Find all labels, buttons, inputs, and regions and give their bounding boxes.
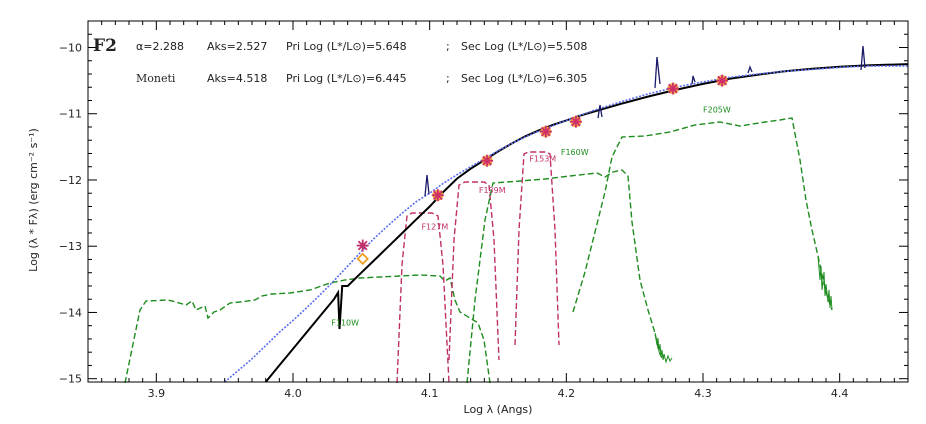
x-tick-label: 4.0 xyxy=(284,387,302,400)
y-tick-label: −10 xyxy=(59,41,82,54)
annotation-sep-1: ; xyxy=(446,40,450,53)
annotation-aks-1: Aks=2.527 xyxy=(207,40,267,53)
y-tick-label: −14 xyxy=(59,306,82,319)
annotation-pri-1: Pri Log (L*/L⊙)=5.648 xyxy=(286,40,407,53)
filter-curve-f160w xyxy=(466,169,664,384)
photometry-star xyxy=(569,115,582,128)
emission-spike-6 xyxy=(597,104,603,119)
annotation-aks-2: Aks=4.518 xyxy=(207,72,267,85)
annotation-sec-2: Sec Log (L*/L⊙)=6.305 xyxy=(461,72,587,85)
y-tick-label: −11 xyxy=(59,108,82,121)
annotation-moneti: Moneti xyxy=(136,72,176,85)
filter-label: F139M xyxy=(479,186,506,195)
photometry-star xyxy=(356,239,369,252)
model-spectrum-blue xyxy=(224,65,908,383)
photometry-star xyxy=(716,74,729,87)
filter-label: F153M xyxy=(529,154,556,163)
y-axis-label: Log (λ * Fλ) (erg cm⁻² s⁻¹) xyxy=(27,128,40,272)
filter-labels: F110W F127M F139M F153M F160W F205W xyxy=(331,105,731,327)
y-tick-label: −15 xyxy=(59,373,82,386)
filter-curve-f110w xyxy=(124,274,491,384)
annotation-pri-2: Pri Log (L*/L⊙)=6.445 xyxy=(286,72,407,85)
filter-curve-f139m xyxy=(448,181,500,361)
annotation-sec-1: Sec Log (L*/L⊙)=5.508 xyxy=(461,40,587,53)
chart-title: F2 xyxy=(93,36,117,56)
filter-label: F160W xyxy=(561,148,589,157)
filter-label: F127M xyxy=(421,223,448,232)
x-tick-label: 4.4 xyxy=(831,387,849,400)
filter-noise-f160w xyxy=(654,332,673,364)
filter-label: F205W xyxy=(703,105,731,114)
filter-label: F110W xyxy=(331,319,359,328)
emission-spike-3 xyxy=(691,75,696,85)
filter-curve-f153m xyxy=(514,151,560,346)
photometry-star xyxy=(666,82,679,95)
photometry-diamond xyxy=(356,252,369,266)
annotation-sep-2: ; xyxy=(446,72,450,85)
x-tick-label: 4.1 xyxy=(421,387,439,400)
annotation-alpha: α=2.288 xyxy=(136,40,184,53)
photometry-points xyxy=(356,74,729,266)
y-tick-label: −12 xyxy=(59,174,82,187)
emission-spike-2 xyxy=(654,56,661,89)
emission-spike-1 xyxy=(424,174,430,197)
emission-spike-4 xyxy=(747,65,753,74)
axis-ticks xyxy=(87,20,909,382)
photometry-star xyxy=(431,189,444,202)
x-tick-label: 3.9 xyxy=(148,387,166,400)
axis-tick-labels: 3.9 4.0 4.1 4.2 4.3 4.4 −10 −11 −12 −13 −14 −15 xyxy=(59,41,849,400)
filter-noise-f205w xyxy=(817,255,833,311)
x-tick-label: 4.3 xyxy=(694,387,712,400)
x-tick-label: 4.2 xyxy=(558,387,576,400)
filter-curve-f205w xyxy=(572,117,833,313)
y-tick-label: −13 xyxy=(59,240,82,253)
photometry-star xyxy=(539,125,552,138)
x-axis-label: Log λ (Angs) xyxy=(464,403,533,416)
photometry-star xyxy=(481,154,494,167)
emission-spike-5 xyxy=(860,45,866,71)
